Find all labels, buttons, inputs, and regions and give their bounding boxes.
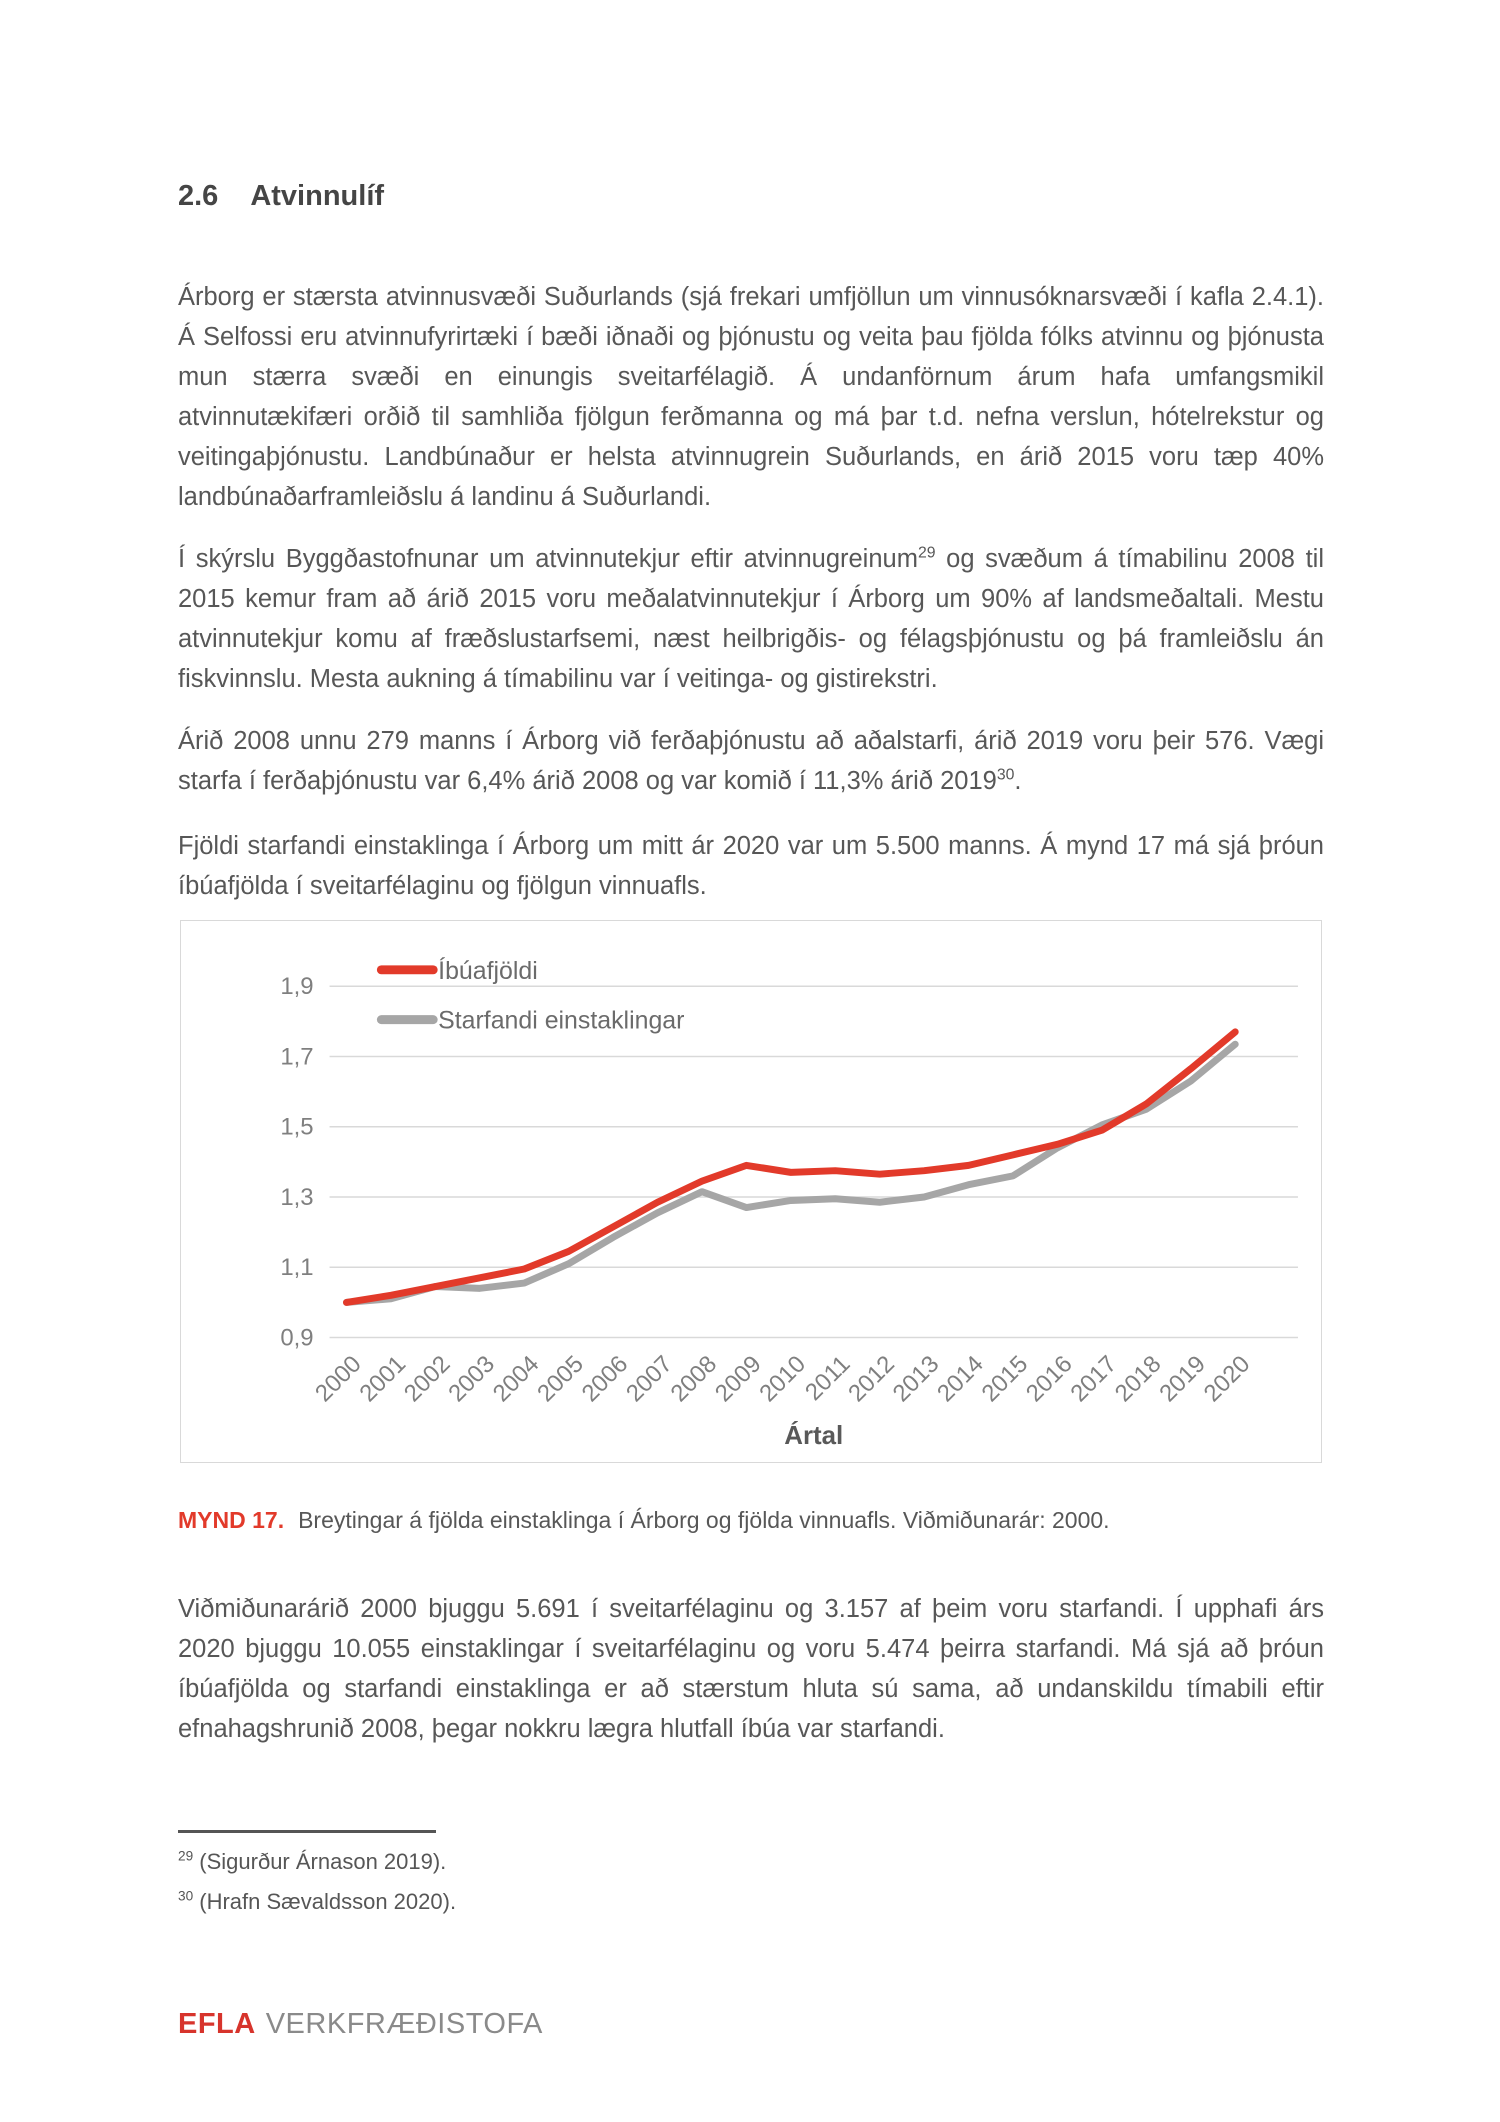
x-tick-label: 2013 (888, 1351, 945, 1408)
x-tick-label: 2017 (1065, 1351, 1122, 1408)
chart-svg: 0,91,11,31,51,71,92000200120022003200420… (280, 956, 1298, 1450)
figure-caption-label: MYND 17. (178, 1507, 285, 1533)
y-tick-label: 1,1 (280, 1254, 313, 1281)
figure-chart: 0,9 1,1 1,3 1,5 1,7 1,9 2000 2001 2002 2003 2004 20… (180, 920, 1322, 1463)
x-tick-label: 2016 (1021, 1351, 1078, 1408)
x-tick-label: 2006 (577, 1351, 634, 1408)
x-tick-label: 2009 (710, 1351, 767, 1408)
x-tick-label: 2008 (665, 1351, 722, 1408)
x-tick-label: 2000 (310, 1351, 367, 1408)
body-paragraph-2: Í skýrslu Byggðastofnunar um atvinnutekj… (178, 544, 1324, 693)
x-tick-label: 2020 (1199, 1351, 1256, 1408)
section-title: Atvinnulíf (250, 180, 385, 212)
x-tick-label: 2005 (532, 1351, 589, 1408)
x-tick-label: 2019 (1154, 1351, 1211, 1408)
body-paragraph-4: Fjöldi starfandi einstaklinga í Árborg u… (178, 831, 1324, 900)
footnote-30: 30 (Hrafn Sævaldsson 2020). (178, 1888, 457, 1914)
footnote-marker: 29 (178, 1848, 194, 1864)
footnote-ref: 30 (996, 766, 1015, 783)
x-tick-label: 2015 (977, 1351, 1034, 1408)
footnote-29: 29 (Sigurður Árnason 2019). (178, 1848, 447, 1874)
legend-label: Íbúafjöldi (438, 956, 538, 985)
x-tick-label: 2010 (754, 1351, 811, 1408)
y-tick-label: 1,3 (280, 1184, 313, 1211)
x-tick-label: 2018 (1110, 1351, 1167, 1408)
company-name: VERKFRÆÐISTOFA (265, 2008, 543, 2040)
body-paragraph-5: Viðmiðunarárið 2000 bjuggu 5.691 í sveit… (178, 1594, 1324, 1743)
x-tick-label: 2003 (443, 1351, 500, 1408)
footnote-marker: 30 (178, 1888, 194, 1904)
footnote-ref: 29 (917, 544, 936, 561)
efla-logo: EFLA (178, 2008, 256, 2040)
figure-caption: MYND 17. Breytingar á fjölda einstaklinga… (178, 1505, 1324, 1535)
figure-caption-text: Breytingar á fjölda einstaklinga í Árbor… (298, 1507, 1110, 1533)
x-tick-label: 2001 (354, 1351, 411, 1408)
series-line (343, 1028, 1239, 1306)
y-tick-label: 0,9 (280, 1324, 313, 1351)
footnote-separator (178, 1830, 436, 1833)
page-footer: EFLA VERKFRÆÐISTOFA (178, 2008, 543, 2041)
y-tick-label: 1,9 (280, 973, 313, 1000)
body-paragraph-3: Árið 2008 unnu 279 manns í Árborg við fe… (178, 726, 1324, 795)
x-axis-title: Ártal (784, 1421, 843, 1450)
body-paragraph-1: Árborg er stærsta atvinnusvæði Suðurland… (178, 282, 1324, 511)
x-tick-label: 2014 (932, 1351, 989, 1408)
section-heading: 2.6 Atvinnulíf (178, 180, 384, 213)
x-tick-label: 2012 (843, 1351, 900, 1408)
legend-label: Starfandi einstaklingar (438, 1007, 684, 1035)
section-number: 2.6 (178, 180, 219, 212)
y-tick-label: 1,7 (280, 1043, 313, 1070)
x-tick-label: 2004 (488, 1351, 545, 1408)
y-tick-label: 1,5 (280, 1114, 313, 1141)
x-tick-label: 2011 (800, 1351, 855, 1406)
x-tick-label: 2007 (621, 1351, 678, 1408)
x-tick-label: 2002 (399, 1351, 456, 1408)
footnotes: 29 (Sigurður Árnason 2019). 30 (Hrafn Sæv… (178, 1842, 1078, 1922)
